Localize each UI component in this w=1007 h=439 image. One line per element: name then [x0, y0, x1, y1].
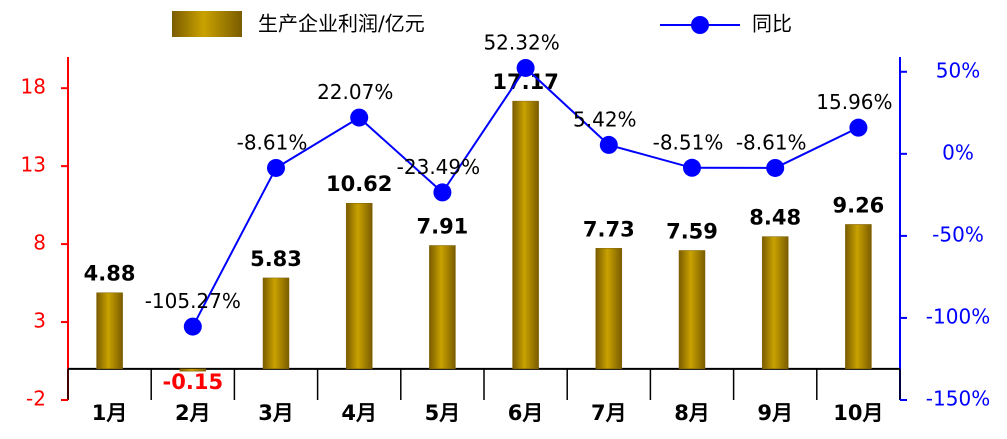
- x-tick-label: 10月: [833, 401, 883, 425]
- line-label: -105.27%: [145, 289, 241, 313]
- bar: [595, 248, 623, 370]
- line-label: 52.32%: [483, 30, 559, 54]
- y2-tick-label: 50%: [936, 58, 980, 82]
- legend-marker: [691, 16, 709, 34]
- x-tick-label: 6月: [508, 401, 544, 425]
- line-label: 15.96%: [816, 90, 892, 114]
- line-label: 5.42%: [573, 107, 637, 131]
- x-tick-label: 4月: [341, 401, 377, 425]
- x-tick-label: 9月: [757, 401, 793, 425]
- line-label: -8.51%: [653, 130, 724, 154]
- line-marker: [433, 183, 452, 202]
- bar-label: 4.88: [84, 262, 136, 286]
- bar-label: 10.62: [326, 172, 392, 196]
- line-marker: [350, 108, 369, 127]
- bar-label: 8.48: [749, 206, 801, 230]
- bar: [262, 277, 290, 370]
- y-tick-label: 13: [21, 153, 46, 177]
- bar: [761, 236, 789, 370]
- x-tick-label: 2月: [175, 401, 211, 425]
- x-tick-label: 3月: [258, 401, 294, 425]
- y2-tick-label: -150%: [926, 387, 990, 411]
- line-marker: [683, 158, 701, 177]
- legend-label: 生产企业利润/亿元: [258, 12, 425, 36]
- line-marker: [183, 317, 202, 336]
- line-marker: [766, 158, 785, 177]
- line-marker: [267, 158, 285, 177]
- bar: [845, 224, 872, 370]
- x-tick-label: 1月: [92, 401, 128, 425]
- y-tick-label: 8: [33, 231, 46, 255]
- line-marker: [599, 135, 618, 154]
- bar: [678, 250, 706, 370]
- bar-label: 7.91: [416, 214, 468, 238]
- y2-tick-label: 0%: [942, 140, 974, 164]
- y-tick-label: -2: [26, 387, 46, 411]
- bar-label: 7.59: [666, 219, 718, 243]
- line-marker: [849, 118, 868, 137]
- line-label: -8.61%: [736, 130, 807, 154]
- bar-label: 9.26: [832, 193, 884, 217]
- bar-label: 5.83: [250, 247, 302, 271]
- x-tick-label: 8月: [674, 401, 710, 425]
- y2-tick-label: -100%: [926, 304, 990, 328]
- line-marker: [516, 58, 535, 77]
- x-tick-label: 7月: [591, 401, 627, 425]
- bar: [345, 202, 373, 370]
- line-label: -8.61%: [237, 130, 308, 154]
- bar: [429, 245, 456, 370]
- line-label: -23.49%: [397, 155, 480, 179]
- y-tick-label: 18: [21, 75, 46, 99]
- y2-tick-label: -50%: [932, 222, 984, 246]
- legend-swatch: [172, 11, 242, 37]
- legend-label: 同比: [752, 12, 792, 36]
- bar-label: 7.73: [583, 217, 635, 241]
- bar: [179, 368, 207, 372]
- x-tick-label: 5月: [425, 401, 461, 425]
- bar: [96, 292, 123, 370]
- line-label: 22.07%: [317, 80, 393, 104]
- bar: [512, 100, 539, 370]
- y-tick-label: 3: [33, 309, 46, 333]
- bar-label: -0.15: [163, 370, 224, 394]
